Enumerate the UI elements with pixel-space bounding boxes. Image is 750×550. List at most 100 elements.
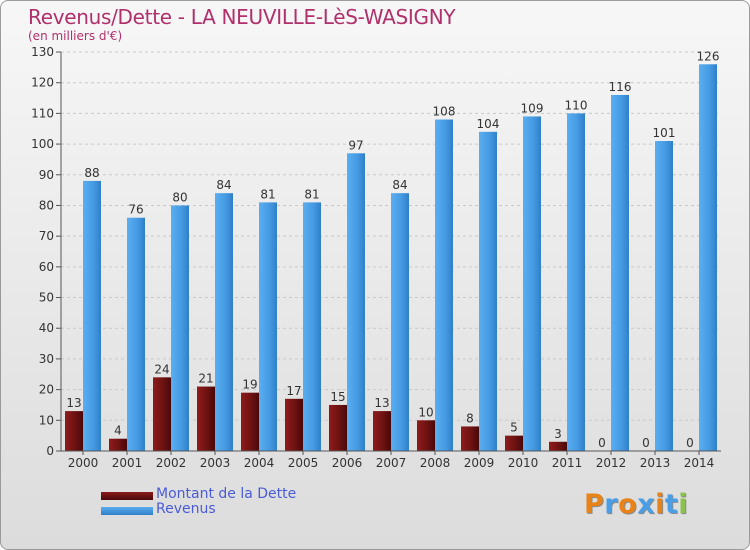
x-tick-label: 2002 bbox=[156, 456, 187, 470]
data-label-debt: 13 bbox=[374, 396, 389, 410]
y-tick-label: 120 bbox=[31, 76, 54, 90]
y-tick-label: 40 bbox=[39, 321, 54, 335]
y-tick-label: 80 bbox=[39, 198, 54, 212]
data-label-debt: 0 bbox=[642, 436, 650, 450]
x-tick-label: 2012 bbox=[596, 456, 627, 470]
bar-debt bbox=[549, 441, 567, 451]
data-label-debt: 3 bbox=[554, 427, 562, 441]
bar-debt bbox=[285, 398, 303, 451]
legend-label-debt: Montant de la Dette bbox=[156, 486, 297, 502]
bar-debt bbox=[417, 420, 435, 451]
logo-letter: o bbox=[618, 489, 638, 520]
x-tick-label: 2010 bbox=[508, 456, 539, 470]
bar-debt bbox=[65, 411, 83, 451]
x-tick-label: 2000 bbox=[68, 456, 99, 470]
bar-debt bbox=[197, 386, 215, 451]
data-label-debt: 10 bbox=[418, 405, 433, 419]
y-tick-label: 50 bbox=[39, 291, 54, 305]
bar-debt bbox=[373, 411, 391, 451]
logo-letter: t bbox=[664, 489, 679, 520]
x-tick-label: 2006 bbox=[332, 456, 363, 470]
data-label-revenus: 97 bbox=[348, 138, 363, 152]
bar-revenus bbox=[391, 193, 409, 451]
y-tick-label: 100 bbox=[31, 137, 54, 151]
x-tick-label: 2008 bbox=[420, 456, 451, 470]
data-label-debt: 24 bbox=[154, 362, 169, 376]
bar-revenus bbox=[567, 113, 585, 451]
x-tick-label: 2011 bbox=[552, 456, 583, 470]
bar-revenus bbox=[171, 205, 189, 451]
data-label-debt: 19 bbox=[242, 378, 257, 392]
data-label-revenus: 110 bbox=[565, 98, 588, 112]
data-label-debt: 8 bbox=[466, 411, 474, 425]
bar-debt bbox=[153, 377, 171, 451]
data-label-revenus: 104 bbox=[477, 117, 500, 131]
y-tick-label: 30 bbox=[39, 352, 54, 366]
y-tick-label: 60 bbox=[39, 260, 54, 274]
bar-debt bbox=[329, 404, 347, 451]
y-tick-label: 20 bbox=[39, 383, 54, 397]
chart-subtitle: (en milliers d'€) bbox=[28, 29, 123, 43]
bar-revenus bbox=[699, 64, 717, 452]
data-label-debt: 15 bbox=[330, 390, 345, 404]
legend-swatch-revenus bbox=[101, 507, 153, 515]
x-tick-label: 2005 bbox=[288, 456, 319, 470]
bar-revenus bbox=[435, 119, 453, 452]
data-label-revenus: 80 bbox=[172, 190, 187, 204]
logo-letter: x bbox=[637, 489, 656, 520]
y-tick-label: 70 bbox=[39, 229, 54, 243]
bar-debt bbox=[109, 438, 127, 451]
data-label-revenus: 126 bbox=[697, 49, 720, 63]
data-label-debt: 21 bbox=[198, 372, 213, 386]
x-tick-label: 2001 bbox=[112, 456, 143, 470]
bar-revenus bbox=[83, 180, 101, 451]
x-tick-label: 2004 bbox=[244, 456, 275, 470]
legend-swatch-debt bbox=[101, 492, 153, 500]
bar-revenus bbox=[611, 94, 629, 451]
logo-letter: i bbox=[678, 489, 689, 520]
bar-debt bbox=[461, 426, 479, 451]
data-label-debt: 13 bbox=[66, 396, 81, 410]
data-label-debt: 4 bbox=[114, 424, 122, 438]
data-label-revenus: 76 bbox=[128, 203, 143, 217]
y-tick-label: 90 bbox=[39, 168, 54, 182]
data-label-revenus: 108 bbox=[433, 105, 456, 119]
y-tick-label: 110 bbox=[31, 106, 54, 120]
legend-label-revenus: Revenus bbox=[156, 501, 216, 517]
x-tick-label: 2009 bbox=[464, 456, 495, 470]
bar-revenus bbox=[523, 116, 541, 451]
bar-revenus bbox=[479, 131, 497, 452]
x-tick-label: 2003 bbox=[200, 456, 231, 470]
bar-revenus bbox=[655, 141, 673, 451]
bar-revenus bbox=[303, 202, 321, 451]
y-tick-label: 130 bbox=[31, 45, 54, 59]
proxiti-logo: Proxiti bbox=[584, 489, 688, 520]
data-label-revenus: 84 bbox=[392, 178, 407, 192]
bar-debt bbox=[241, 392, 259, 451]
data-label-revenus: 81 bbox=[304, 187, 319, 201]
data-label-revenus: 109 bbox=[521, 101, 544, 115]
data-label-revenus: 81 bbox=[260, 187, 275, 201]
x-tick-label: 2014 bbox=[684, 456, 715, 470]
bar-revenus bbox=[215, 193, 233, 451]
logo-letter: i bbox=[655, 489, 665, 520]
data-label-debt: 17 bbox=[286, 384, 301, 398]
bar-debt bbox=[505, 435, 523, 451]
chart-title: Revenus/Dette - LA NEUVILLE-LèS-WASIGNY bbox=[28, 5, 456, 29]
x-tick-label: 2013 bbox=[640, 456, 671, 470]
data-label-revenus: 88 bbox=[84, 166, 99, 180]
data-label-debt: 0 bbox=[686, 436, 694, 450]
logo-letter: P bbox=[584, 489, 605, 520]
data-label-debt: 5 bbox=[510, 421, 518, 435]
bar-revenus bbox=[259, 202, 277, 451]
data-label-debt: 0 bbox=[598, 436, 606, 450]
data-label-revenus: 101 bbox=[653, 126, 676, 140]
y-tick-label: 0 bbox=[46, 444, 54, 458]
bar-revenus bbox=[127, 217, 145, 451]
data-label-revenus: 84 bbox=[216, 178, 231, 192]
data-label-revenus: 116 bbox=[609, 80, 632, 94]
logo-letter: r bbox=[604, 489, 619, 520]
x-tick-label: 2007 bbox=[376, 456, 407, 470]
